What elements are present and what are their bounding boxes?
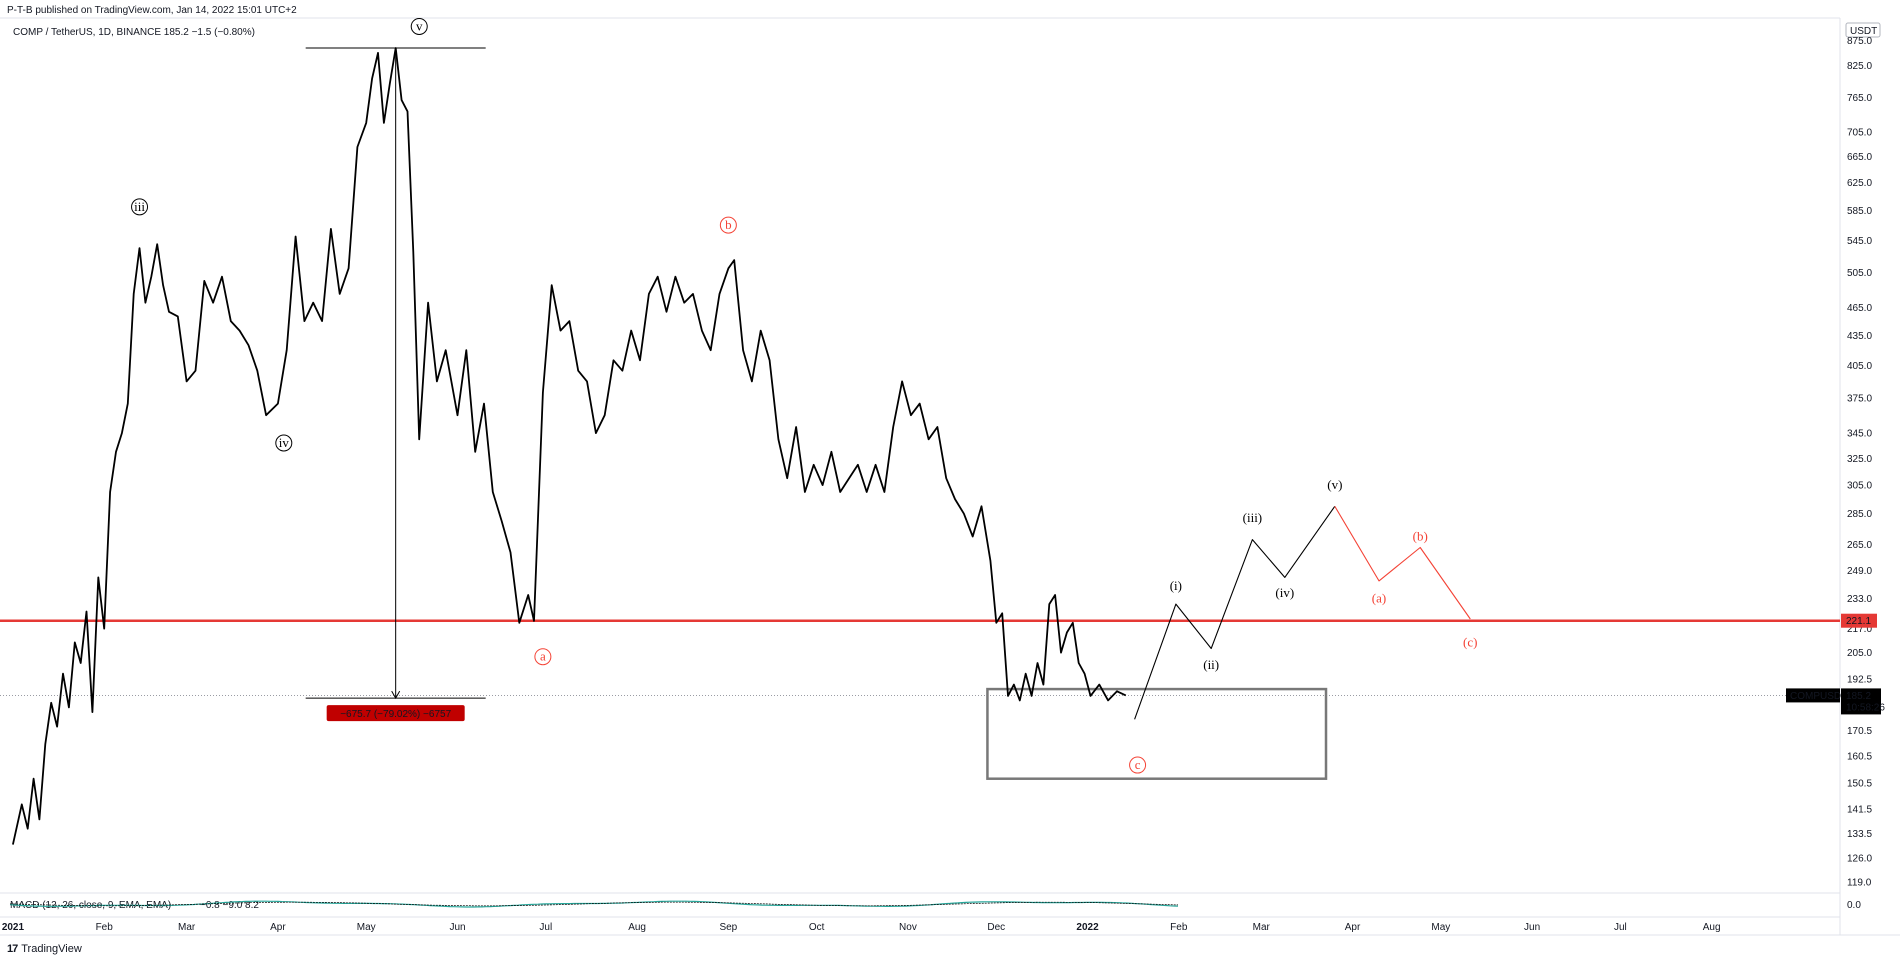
x-tick-label: Mar (178, 922, 196, 933)
brand-name: TradingView (21, 943, 82, 955)
wave-label: iii (134, 199, 145, 214)
y-tick-label: 265.0 (1847, 540, 1872, 551)
wave-label: (a) (1372, 591, 1386, 606)
x-tick-label: Aug (628, 922, 646, 933)
y-tick-label: 205.0 (1847, 648, 1872, 659)
x-tick-label: Sep (719, 922, 737, 933)
wave-label: (v) (1327, 477, 1342, 492)
y-tick-label: 345.0 (1847, 429, 1872, 440)
wave-label: (ii) (1203, 657, 1219, 672)
y-tick-label: 126.0 (1847, 853, 1872, 864)
wave-label: b (725, 217, 732, 232)
x-tick-label: 2021 (2, 922, 25, 933)
y-tick-label: 665.0 (1847, 152, 1872, 163)
y-tick-label: 625.0 (1847, 178, 1872, 189)
wave-label: (iii) (1243, 510, 1263, 525)
measure-label-box (326, 705, 465, 722)
publish-info: P-T-B published on TradingView.com, Jan … (7, 5, 297, 16)
y-tick-label: 119.0 (1847, 877, 1872, 888)
x-tick-label: 2022 (1076, 922, 1099, 933)
y-tick-label: 435.0 (1847, 331, 1872, 342)
tradingview-brand: 17 TradingView (7, 943, 82, 955)
resistance-price-tag (1841, 613, 1877, 628)
tradingview-logo-icon: 17 (7, 943, 18, 955)
y-tick-label: 465.0 (1847, 303, 1872, 314)
measure-label: −675.7 (−79.02%) −6757 (340, 709, 451, 720)
wave-label-circle (131, 198, 149, 216)
symbol-tag (1786, 688, 1840, 703)
series-line-projection (1134, 505, 1336, 720)
wave-label: iv (279, 435, 290, 450)
macd-histogram-line (9, 900, 1179, 908)
y-tick-label: 141.5 (1847, 804, 1872, 815)
current-price-label: 185.2 (1846, 691, 1871, 702)
wave-label: a (540, 649, 546, 664)
x-tick-label: May (357, 922, 376, 933)
y-tick-label: 545.0 (1847, 236, 1872, 247)
wave-label-circle (534, 648, 552, 666)
wave-label-circle (719, 216, 737, 234)
x-tick-label: May (1431, 922, 1450, 933)
symbol-tag-label: COMPUSDT (1790, 691, 1847, 702)
y-tick-label: 825.0 (1847, 61, 1872, 72)
y-tick-label: 505.0 (1847, 268, 1872, 279)
measure-arrow-icon (391, 690, 401, 700)
y-tick-label: 705.0 (1847, 127, 1872, 138)
y-tick-label: 192.5 (1847, 675, 1872, 686)
x-tick-label: Jul (539, 922, 552, 933)
macd-values: −0.8 −9.0 8.2 (200, 900, 259, 911)
symbol-info: COMP / TetherUS, 1D, BINANCE 185.2 −1.5 … (13, 27, 255, 38)
currency-box (1845, 22, 1881, 38)
wave-label: v (416, 18, 423, 33)
y-tick-label: 325.0 (1847, 454, 1872, 465)
macd-zero-label: 0.0 (1847, 900, 1861, 911)
y-tick-label: 585.0 (1847, 206, 1872, 217)
countdown-label: 10:58:26 (1846, 702, 1885, 713)
wave-label: (b) (1413, 528, 1428, 543)
wave-label-circle (275, 434, 293, 452)
x-tick-label: Jun (449, 922, 465, 933)
y-tick-label: 217.0 (1847, 624, 1872, 635)
y-tick-label: 170.5 (1847, 726, 1872, 737)
x-tick-label: Mar (1253, 922, 1271, 933)
current-price-tag (1841, 688, 1881, 715)
series-line-COMPUSDT (12, 47, 1127, 845)
y-tick-label: 875.0 (1847, 36, 1872, 47)
wave-label: (c) (1463, 634, 1477, 649)
x-tick-label: Aug (1703, 922, 1721, 933)
series-line-projection-correction (1334, 506, 1471, 620)
wave-label: c (1135, 757, 1141, 772)
x-tick-label: Jul (1614, 922, 1627, 933)
macd-signal-line (9, 901, 1179, 907)
y-tick-label: 285.0 (1847, 509, 1872, 520)
currency-label: USDT (1850, 26, 1877, 37)
y-tick-label: 765.0 (1847, 93, 1872, 104)
x-tick-label: Dec (987, 922, 1005, 933)
x-tick-label: Feb (96, 922, 114, 933)
resistance-price-label: 221.1 (1846, 616, 1871, 627)
wave-label: (i) (1170, 578, 1182, 593)
x-tick-label: Jun (1524, 922, 1540, 933)
x-tick-label: Feb (1170, 922, 1188, 933)
y-tick-label: 233.0 (1847, 594, 1872, 605)
target-box (986, 687, 1328, 780)
y-tick-label: 150.5 (1847, 778, 1872, 789)
y-tick-label: 133.5 (1847, 829, 1872, 840)
y-tick-label: 375.0 (1847, 393, 1872, 404)
x-tick-label: Oct (809, 922, 825, 933)
y-tick-label: 249.0 (1847, 566, 1872, 577)
x-tick-label: Apr (270, 922, 286, 933)
wave-label-circle (1129, 756, 1147, 774)
wave-label-circle (410, 17, 428, 35)
y-tick-label: 405.0 (1847, 361, 1872, 372)
y-tick-label: 160.5 (1847, 751, 1872, 762)
y-tick-label: 305.0 (1847, 481, 1872, 492)
x-tick-label: Apr (1345, 922, 1361, 933)
wave-label: (iv) (1275, 585, 1294, 600)
x-tick-label: Nov (899, 922, 917, 933)
